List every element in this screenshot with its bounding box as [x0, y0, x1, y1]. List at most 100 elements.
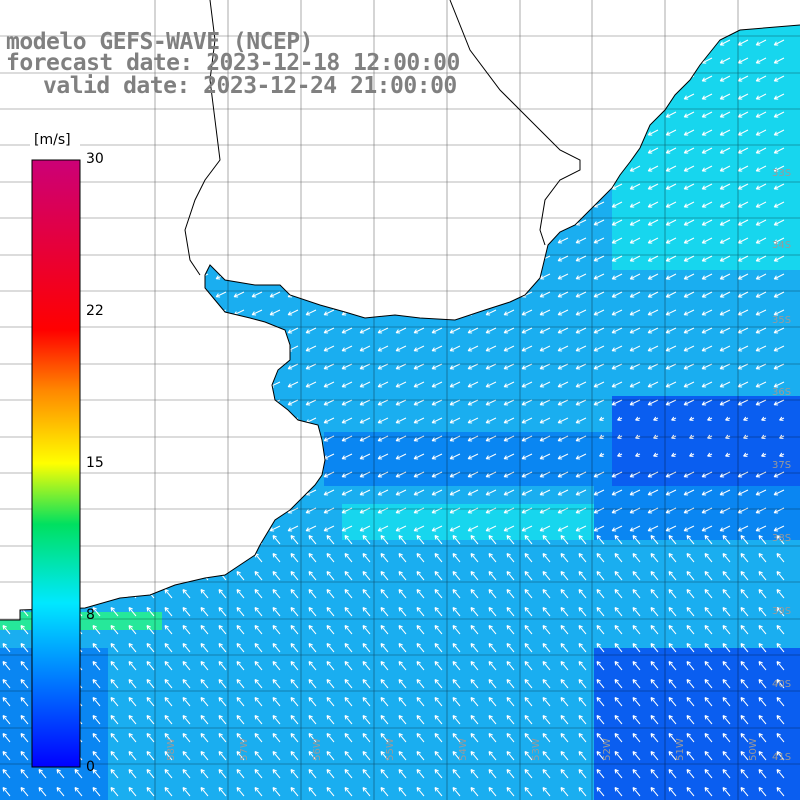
wind-arrow	[344, 769, 353, 779]
wind-arrow	[647, 273, 659, 280]
wind-arrow	[449, 327, 461, 334]
wind-arrow	[758, 733, 767, 743]
wind-arrow	[488, 697, 497, 707]
wind-arrow	[686, 607, 695, 617]
wind-arrow	[308, 769, 317, 779]
wind-speed-cell	[540, 486, 558, 504]
wind-speed-cell	[666, 252, 684, 270]
wind-speed-cell	[360, 360, 378, 378]
wind-speed-cell	[756, 270, 774, 288]
wind-arrow	[398, 715, 407, 725]
wind-speed-cell	[792, 684, 800, 702]
wind-speed-cell	[720, 108, 738, 126]
wind-speed-cell	[738, 486, 756, 504]
wind-arrow	[218, 589, 227, 599]
wind-speed-cell	[720, 324, 738, 342]
wind-speed-cell	[576, 684, 594, 702]
wind-speed-cell	[756, 54, 774, 72]
wind-arrow	[326, 607, 335, 617]
wind-arrow	[290, 679, 299, 689]
wind-speed-cell	[540, 576, 558, 594]
wind-speed-cell	[414, 738, 432, 756]
wind-arrow	[755, 399, 767, 406]
wind-speed-cell	[180, 630, 198, 648]
wind-arrow	[524, 715, 533, 725]
wind-arrow	[614, 607, 623, 617]
wind-arrow	[164, 679, 173, 689]
wind-arrow	[575, 417, 587, 424]
wind-speed-cell	[720, 342, 738, 360]
wind-speed-cell	[378, 324, 396, 342]
wind-arrow	[722, 571, 731, 581]
wind-speed-cell	[234, 612, 252, 630]
wind-arrow	[593, 327, 605, 334]
wind-arrow	[182, 589, 191, 599]
wind-arrow	[578, 643, 587, 653]
wind-speed-cell	[324, 666, 342, 684]
wind-speed-cell	[0, 720, 18, 738]
wind-arrow	[593, 255, 605, 262]
wind-speed-cell	[216, 738, 234, 756]
wind-arrow	[629, 381, 641, 388]
wind-speed-cell	[144, 756, 162, 774]
wind-speed-cell	[306, 648, 324, 666]
wind-arrow	[755, 147, 767, 154]
wind-speed-cell	[720, 684, 738, 702]
wind-speed-cell	[612, 180, 630, 198]
wind-speed-cell	[576, 378, 594, 396]
lat-label-34s: 34S	[772, 240, 792, 251]
wind-arrow	[164, 769, 173, 779]
wind-speed-cell	[486, 630, 504, 648]
wind-arrow	[719, 93, 731, 100]
wind-speed-cell	[774, 288, 792, 306]
wind-arrow	[233, 291, 245, 298]
wind-arrow	[164, 661, 173, 671]
wind-speed-cell	[702, 126, 720, 144]
wind-speed-cell	[180, 738, 198, 756]
wind-arrow	[596, 787, 605, 797]
wind-speed-cell	[378, 720, 396, 738]
wind-arrow	[506, 535, 515, 545]
wind-arrow	[737, 363, 749, 370]
wind-speed-cell	[756, 612, 774, 630]
wind-speed-cell	[666, 360, 684, 378]
wind-speed-cell	[198, 648, 216, 666]
wind-speed-cell	[774, 648, 792, 666]
wind-speed-cell	[324, 486, 342, 504]
wind-speed-cell	[684, 504, 702, 522]
wind-speed-cell	[486, 432, 504, 450]
wind-speed-cell	[792, 54, 800, 72]
wind-speed-cell	[468, 558, 486, 576]
wind-arrow	[416, 607, 425, 617]
wind-arrow	[416, 625, 425, 635]
wind-speed-cell	[702, 360, 720, 378]
wind-arrow	[308, 625, 317, 635]
wind-arrow	[344, 751, 353, 761]
wind-speed-cell	[540, 378, 558, 396]
wind-arrow	[647, 327, 659, 334]
wind-speed-cell	[792, 342, 800, 360]
wind-speed-cell	[234, 594, 252, 612]
wind-speed-cell	[414, 396, 432, 414]
wind-arrow	[452, 751, 461, 761]
wind-arrow	[755, 111, 767, 118]
wind-arrow	[218, 715, 227, 725]
wind-arrow	[758, 769, 767, 779]
wind-speed-cell	[720, 558, 738, 576]
wind-arrow	[380, 715, 389, 725]
wind-speed-cell	[666, 648, 684, 666]
wind-speed-cell	[648, 306, 666, 324]
wind-arrow	[506, 787, 515, 797]
wind-speed-cell	[144, 630, 162, 648]
wind-speed-cell	[738, 90, 756, 108]
wind-speed-cell	[450, 738, 468, 756]
wind-arrow	[755, 93, 767, 100]
wind-speed-cell	[558, 432, 576, 450]
wind-arrow	[236, 733, 245, 743]
wind-arrow	[617, 452, 623, 457]
wind-arrow	[665, 273, 677, 280]
wind-arrow	[74, 787, 83, 797]
wind-arrow	[236, 697, 245, 707]
wind-speed-cell	[216, 288, 234, 306]
wind-speed-cell	[504, 360, 522, 378]
